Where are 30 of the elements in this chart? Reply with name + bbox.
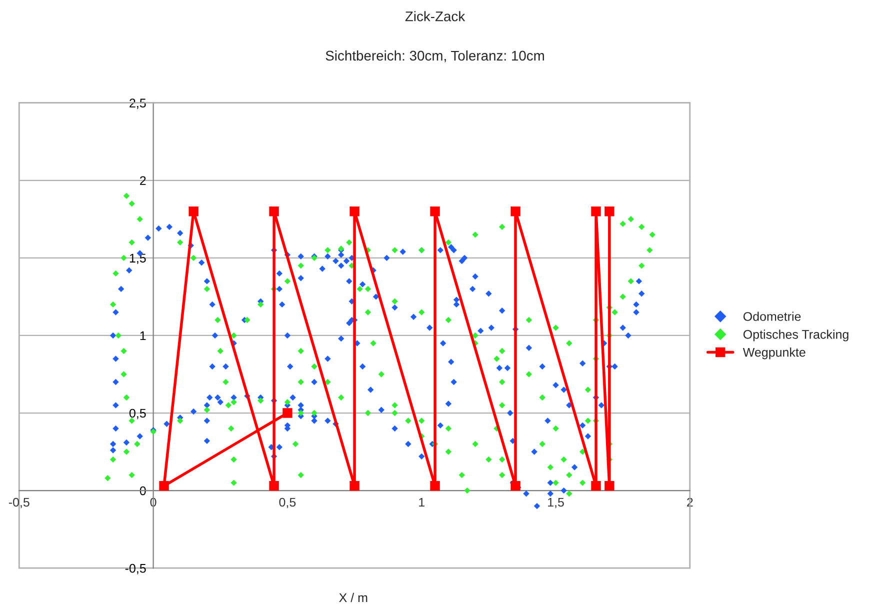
chart-title: Zick-Zack — [405, 11, 466, 22]
y-tick-label: 0,5 — [129, 408, 146, 420]
point — [510, 206, 520, 216]
chart-subtitle: Sichtbereich: 30cm, Toleranz: 10cm — [326, 50, 544, 62]
point — [604, 206, 614, 216]
x-tick-label: 1,5 — [548, 498, 564, 508]
point — [269, 481, 279, 491]
y-tick-label: 2 — [140, 176, 146, 185]
x-tick-label: -0,5 — [8, 498, 30, 508]
x-axis-title: X / m — [339, 592, 368, 602]
point — [510, 481, 520, 491]
legend-label: Wegpunkte — [742, 348, 806, 360]
y-tick-label: -0,5 — [125, 564, 146, 574]
point — [188, 206, 198, 216]
point — [604, 481, 614, 491]
point — [350, 481, 360, 491]
x-tick-label: 1 — [419, 498, 424, 507]
point — [430, 481, 440, 491]
point — [269, 206, 279, 216]
point — [159, 481, 169, 491]
point — [591, 481, 601, 491]
point — [282, 408, 292, 418]
x-tick-label: 0,5 — [279, 498, 296, 508]
legend-label: Odometrie — [743, 312, 801, 321]
y-tick-label: 1,5 — [130, 254, 146, 264]
legend-label: Optisches Tracking — [743, 330, 848, 342]
point — [350, 206, 360, 216]
point — [591, 206, 601, 216]
point — [430, 206, 440, 216]
y-tick-label: 1 — [140, 331, 146, 340]
